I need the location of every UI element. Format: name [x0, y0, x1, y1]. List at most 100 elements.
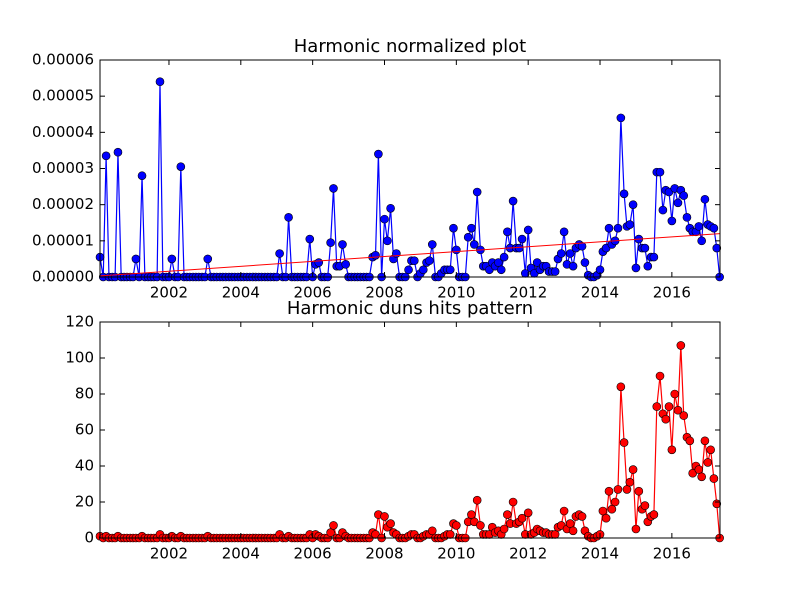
data-point: [664, 402, 674, 411]
data-point: [700, 436, 710, 446]
data-point: [452, 245, 461, 255]
data-point: [383, 236, 392, 246]
data-point: [523, 508, 533, 518]
data-point: [649, 252, 659, 262]
data-point: [607, 504, 617, 514]
data-point: [275, 249, 284, 258]
data-point: [619, 189, 629, 199]
x-tick-label: 2010: [437, 284, 475, 302]
data-point: [329, 184, 338, 193]
data-point: [622, 485, 632, 494]
data-point: [652, 402, 662, 411]
data-point: [503, 227, 512, 237]
data-point: [508, 497, 518, 507]
data-point: [517, 513, 527, 523]
data-point: [314, 258, 324, 267]
trend-line: [99, 233, 721, 277]
data-point: [550, 267, 560, 276]
axes-frame: [99, 321, 721, 539]
data-point: [568, 526, 578, 536]
data-point: [709, 223, 719, 233]
y-tick-label: 0.00006: [32, 51, 94, 69]
data-point: [380, 214, 389, 224]
data-point: [523, 225, 533, 235]
data-point: [712, 243, 722, 253]
data-point: [341, 260, 351, 269]
data-point: [694, 465, 704, 474]
data-point: [601, 513, 611, 523]
data-point: [625, 220, 635, 229]
data-point: [155, 77, 165, 86]
data-point: [580, 258, 590, 267]
data-point: [673, 198, 683, 208]
data-point: [380, 512, 389, 521]
data-point: [418, 265, 428, 275]
data-point: [655, 167, 665, 177]
data-point: [619, 438, 629, 447]
x-tick-label: 2014: [581, 545, 619, 563]
data-point: [661, 414, 671, 424]
data-point: [469, 240, 479, 249]
data-point: [463, 232, 473, 242]
x-tick-label: 2010: [437, 545, 475, 563]
data-point: [326, 528, 335, 537]
axes-frame: [99, 59, 721, 278]
data-point: [452, 521, 461, 530]
data-point: [616, 382, 626, 392]
data-point: [700, 194, 710, 204]
data-point: [628, 200, 638, 209]
chart-title: Harmonic duns hits pattern: [287, 298, 533, 319]
data-point: [445, 265, 455, 275]
data-point: [329, 521, 338, 530]
data-point: [556, 249, 566, 258]
y-tick-label: 100: [65, 349, 94, 367]
x-tick-label: 2004: [222, 284, 260, 302]
x-tick-label: 2012: [509, 284, 547, 302]
data-point: [517, 234, 527, 244]
y-tick-label: 40: [75, 457, 94, 475]
data-point: [628, 465, 638, 474]
data-point: [550, 530, 560, 539]
data-point: [673, 405, 683, 415]
y-tick-label: 20: [75, 493, 94, 511]
data-point: [697, 236, 706, 246]
data-point: [568, 261, 578, 271]
data-point: [472, 187, 482, 197]
chart-title: Harmonic normalized plot: [294, 36, 526, 57]
data-point: [655, 371, 665, 381]
data-point: [676, 341, 686, 350]
data-point: [577, 512, 587, 521]
data-point: [706, 445, 715, 455]
data-point: [598, 506, 608, 516]
x-tick-label: 2008: [365, 545, 403, 563]
x-tick-label: 2016: [653, 545, 691, 563]
x-tick-label: 2014: [581, 284, 619, 302]
data-point: [410, 256, 419, 266]
data-point: [449, 223, 458, 233]
x-tick-label: 2006: [294, 284, 332, 302]
data-point: [472, 495, 482, 505]
x-tick-label: 2004: [222, 545, 260, 563]
data-point: [565, 519, 575, 528]
data-point: [640, 501, 650, 510]
data-point: [649, 510, 659, 519]
data-point: [494, 258, 503, 267]
data-point: [386, 519, 395, 528]
data-line: [99, 81, 721, 279]
y-tick-label: 0.00004: [32, 123, 94, 141]
data-point: [631, 524, 641, 534]
data-point: [514, 243, 524, 253]
data-point: [694, 222, 704, 231]
data-point: [703, 458, 713, 467]
data-point: [631, 263, 641, 273]
data-point: [625, 477, 635, 487]
x-tick-label: 2016: [653, 284, 691, 302]
data-point: [137, 171, 147, 181]
data-point: [658, 205, 668, 215]
data-point: [682, 213, 692, 222]
plot-area: [95, 341, 724, 543]
data-point: [374, 149, 383, 159]
data-point: [679, 191, 689, 200]
data-point: [499, 252, 509, 262]
data-point: [499, 524, 509, 534]
